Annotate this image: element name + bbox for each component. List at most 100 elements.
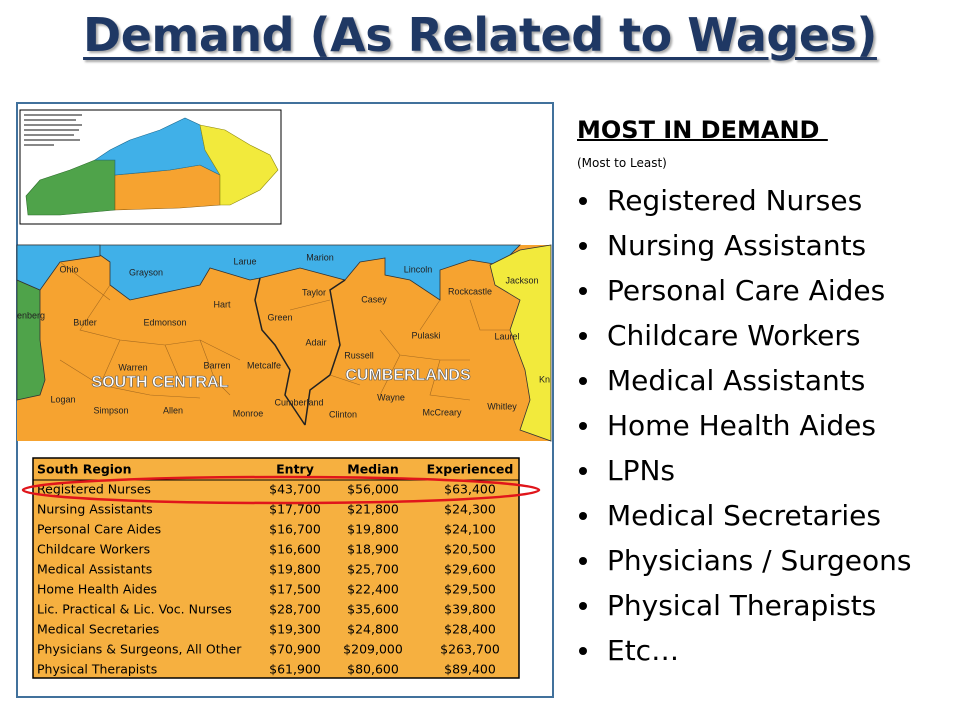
wage-cell: $61,900	[269, 662, 321, 677]
county-label: Hart	[213, 299, 231, 309]
occupation-cell: Medical Assistants	[37, 562, 152, 577]
wage-cell: $39,800	[444, 602, 496, 617]
column-header: Median	[347, 462, 398, 477]
column-header: Experienced	[427, 462, 514, 477]
occupation-cell: Physical Therapists	[37, 662, 157, 677]
item-text: Physical Therapists	[607, 589, 877, 622]
highlight-ellipse	[21, 475, 541, 505]
occupation-cell: Home Health Aides	[37, 582, 157, 597]
wage-cell: $18,900	[347, 542, 399, 557]
county-label: Whitley	[487, 401, 517, 411]
wage-cell: $89,400	[444, 662, 496, 677]
bullet	[579, 512, 587, 520]
item-text: Nursing Assistants	[607, 229, 867, 262]
map-labels: Ohio enberg Grayson Larue Marion Lincoln Jacks…	[17, 252, 550, 419]
county-label: McCreary	[422, 407, 462, 417]
county-borders	[59, 261, 510, 401]
county-label: Laurel	[494, 331, 519, 341]
east-region	[489, 244, 552, 442]
county-label: Pulaski	[411, 330, 440, 340]
inset-region	[199, 124, 279, 206]
wage-cell: $16,600	[269, 542, 321, 557]
region-border	[254, 277, 346, 426]
occupation-cell: Childcare Workers	[37, 542, 150, 557]
bullet	[579, 422, 587, 430]
wage-cell: $63,400	[444, 482, 496, 497]
county-label: Adair	[305, 337, 326, 347]
wage-cell: $29,500	[444, 582, 496, 597]
county-label: Edmonson	[143, 317, 186, 327]
county-label: Rockcastle	[448, 286, 492, 296]
wage-cell: $17,700	[269, 502, 321, 517]
list-subheading: (Most to Least)	[577, 156, 667, 170]
region-label: SOUTH CENTRAL	[92, 374, 229, 391]
wage-cell: $263,700	[440, 642, 500, 657]
bullet	[579, 647, 587, 655]
demand-item: Personal Care Aides	[577, 268, 911, 313]
wage-cell: $24,300	[444, 502, 496, 517]
wage-cell: $20,500	[444, 542, 496, 557]
inset-legend-lines	[24, 114, 82, 146]
wage-cell: $24,800	[347, 622, 399, 637]
wage-cell: $21,800	[347, 502, 399, 517]
county-label: Monroe	[233, 408, 264, 418]
county-label: Simpson	[93, 405, 128, 415]
demand-list: Registered Nurses Nursing Assistants Perso…	[577, 178, 911, 673]
table-frame	[32, 457, 520, 679]
demand-item: Home Health Aides	[577, 403, 911, 448]
bullet	[579, 557, 587, 565]
occupation-cell: Medical Secretaries	[37, 622, 159, 637]
north-region	[17, 244, 521, 301]
wage-cell: $17,500	[269, 582, 321, 597]
wage-table: South Region Entry Median Experienced Regist…	[32, 457, 520, 679]
county-label: enberg	[17, 310, 45, 320]
occupation-cell: Nursing Assistants	[37, 502, 153, 517]
item-text: Home Health Aides	[607, 409, 876, 442]
bullet	[579, 197, 587, 205]
county-label: Kn	[539, 374, 550, 384]
county-label: Taylor	[302, 287, 326, 297]
county-label: Jackson	[505, 275, 538, 285]
bullet	[579, 377, 587, 385]
wage-cell: $28,700	[269, 602, 321, 617]
occupation-cell: Lic. Practical & Lic. Voc. Nurses	[37, 602, 232, 617]
county-label: Clinton	[329, 409, 357, 419]
wage-cell: $19,800	[347, 522, 399, 537]
wage-cell: $35,600	[347, 602, 399, 617]
county-label: Casey	[361, 294, 387, 304]
county-label: Lincoln	[404, 264, 433, 274]
occupation-cell: Physicians & Surgeons, All Other	[37, 642, 242, 657]
map-background	[17, 245, 551, 441]
list-heading: MOST IN DEMAND	[577, 116, 828, 144]
bullet	[579, 287, 587, 295]
wage-cell: $80,600	[347, 662, 399, 677]
bullet	[579, 332, 587, 340]
wage-cell: $24,100	[444, 522, 496, 537]
county-label: Barren	[203, 360, 230, 370]
wage-cell: $43,700	[269, 482, 321, 497]
wage-cell: $70,900	[269, 642, 321, 657]
demand-item: Medical Assistants	[577, 358, 911, 403]
demand-item: Medical Secretaries	[577, 493, 911, 538]
demand-item: Childcare Workers	[577, 313, 911, 358]
wage-cell: $25,700	[347, 562, 399, 577]
wage-cell: $19,800	[269, 562, 321, 577]
wage-cell: $209,000	[343, 642, 403, 657]
county-label: Grayson	[129, 267, 163, 277]
county-label: Metcalfe	[247, 360, 281, 370]
wage-cell: $22,400	[347, 582, 399, 597]
item-text: Personal Care Aides	[607, 274, 886, 307]
item-text: Medical Secretaries	[607, 499, 881, 532]
county-label: Green	[267, 312, 292, 322]
column-header: South Region	[37, 462, 132, 477]
item-text: Etc…	[607, 634, 680, 667]
county-label: Butler	[73, 317, 97, 327]
wage-cell: $29,600	[444, 562, 496, 577]
occupation-cell: Personal Care Aides	[37, 522, 161, 537]
demand-item: Physical Therapists	[577, 583, 911, 628]
wage-cell: $28,400	[444, 622, 496, 637]
occupation-cell: Registered Nurses	[37, 482, 151, 497]
item-text: Medical Assistants	[607, 364, 866, 397]
